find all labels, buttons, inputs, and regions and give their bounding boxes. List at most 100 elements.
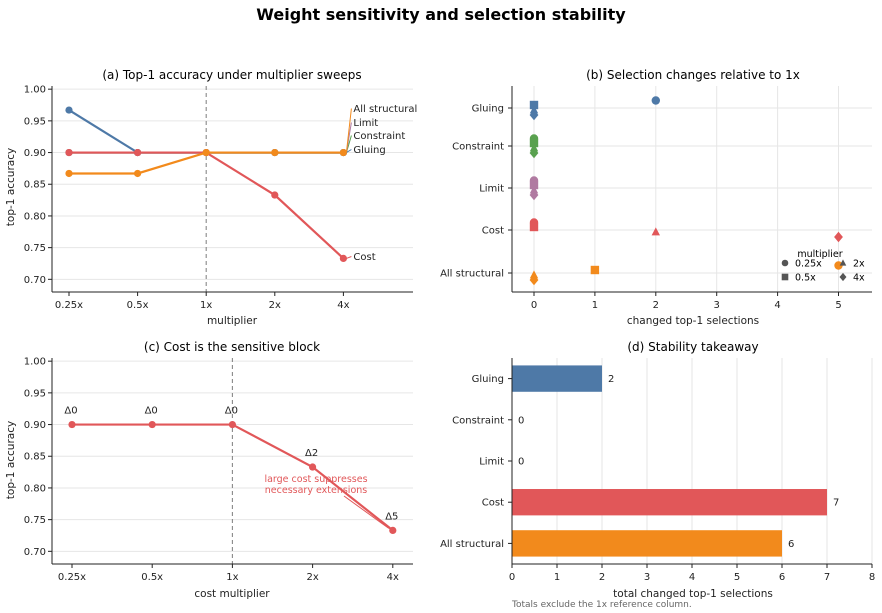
x-tick-label: 2x [269, 300, 281, 311]
legend-marker-4x [839, 272, 847, 282]
point-constraint-2x [529, 143, 539, 152]
point-cost-4x [834, 231, 843, 243]
point-cost-1x [228, 420, 236, 429]
panel-d-xlabel: total changed top-1 selections [613, 588, 773, 600]
panel-b-xlabel: changed top-1 selections [627, 315, 759, 327]
x-tick-label: 0.5x [127, 300, 149, 311]
legend-marker-0-25x [781, 259, 789, 267]
point-gluing-0-25x [65, 106, 73, 114]
panel-b: (b) Selection changes relative to 1x 0 1 2… [440, 68, 872, 327]
point-constraint-4x [529, 147, 539, 159]
x-tick-label: 4x [337, 300, 349, 311]
cost-annotation-line-1: large cost suppresses [264, 474, 367, 485]
series-label-all-structural: All structural [353, 104, 417, 115]
bar-all-structural [512, 530, 782, 557]
point-cost-2x [271, 191, 279, 199]
x-tick-label: 1 [592, 300, 598, 311]
point-all-structural-0-5x [590, 265, 600, 275]
x-tick-label: 5 [734, 572, 740, 583]
panel-b-title: (b) Selection changes relative to 1x [586, 68, 800, 82]
panel-c-xlabel: cost multiplier [194, 588, 270, 600]
point-cost-0-25x [68, 420, 76, 429]
x-tick-label: 4 [774, 300, 780, 311]
point-gluing-0-25x [651, 96, 660, 105]
y-tick-label-gluing: Gluing [472, 374, 504, 385]
x-tick-label: 0 [509, 572, 515, 583]
y-tick-label-cost: Cost [482, 498, 504, 509]
panel-c: (c) Cost is the sensitive block 0.70 0.75… [5, 340, 413, 600]
annotation-arrow [343, 495, 390, 529]
x-tick-label: 5 [835, 300, 841, 311]
y-tick-label: 0.80 [24, 211, 46, 222]
panel-a: (a) Top-1 accuracy under multiplier swee… [5, 68, 417, 327]
legend-title: multiplier [797, 249, 842, 260]
x-tick-label: 1x [200, 300, 212, 311]
bar-value-limit: 0 [518, 457, 524, 468]
point-all-structural-1x [202, 148, 210, 157]
x-tick-label: 2 [599, 572, 605, 583]
y-tick-label: 0.80 [24, 483, 46, 494]
bar-cost [512, 489, 827, 516]
panel-c-ylabel: top-1 accuracy [5, 421, 17, 499]
point-all-structural-0-25x [834, 261, 843, 270]
x-tick-label: 3 [714, 300, 720, 311]
point-gluing-0-5x [529, 100, 539, 110]
legend-label-2x: 2x [853, 259, 865, 270]
point-all-structural-2x [271, 148, 279, 157]
point-cost-0-5x [148, 420, 156, 429]
y-tick-label-all-structural: All structural [440, 269, 504, 280]
point-cost-4x [389, 526, 397, 535]
delta-label-4x: Δ5 [385, 511, 398, 522]
y-tick-label: 0.90 [24, 148, 46, 159]
panel-a-xlabel: multiplier [207, 315, 258, 327]
panel-d: (d) Stability takeaway 2 0 0 7 6 0 1 2 3 4 5 6 7 8 Gl… [440, 340, 875, 610]
y-tick-label: 0.75 [24, 243, 46, 254]
y-tick-label: 0.85 [24, 180, 46, 191]
x-tick-label: 0.25x [55, 300, 83, 311]
x-tick-label: 1x [226, 572, 238, 583]
series-label-constraint: Constraint [353, 131, 405, 142]
point-cost-0-5x [134, 148, 142, 157]
point-cost-2x [651, 227, 660, 236]
point-constraint-0-5x [529, 138, 539, 148]
footnote: Totals exclude the 1x reference column. [511, 600, 692, 610]
point-all-structural-4x [529, 274, 539, 286]
delta-label-0-5x: Δ0 [145, 406, 158, 417]
y-tick-label: 0.70 [24, 275, 46, 286]
series-label-limit: Limit [353, 118, 378, 129]
x-tick-label: 1 [554, 572, 560, 583]
bar-value-gluing: 2 [608, 374, 614, 385]
y-tick-label: 0.70 [24, 547, 46, 558]
legend-marker-0-5x [781, 273, 789, 281]
x-tick-label: 6 [779, 572, 785, 583]
point-all-structural-0-5x [134, 169, 142, 178]
x-tick-label: 3 [644, 572, 650, 583]
y-tick-label: 0.85 [24, 452, 46, 463]
cost-annotation-line-2: necessary extensions [265, 485, 368, 496]
y-tick-label-limit: Limit [479, 184, 504, 195]
point-gluing-4x [529, 109, 539, 121]
y-tick-label-constraint: Constraint [452, 415, 504, 426]
x-tick-label: 0.25x [58, 572, 86, 583]
bar-value-constraint: 0 [518, 415, 524, 426]
y-tick-label: 0.90 [24, 420, 46, 431]
panel-d-title: (d) Stability takeaway [627, 340, 758, 354]
y-tick-label-constraint: Constraint [452, 142, 504, 153]
delta-label-0-25x: Δ0 [64, 406, 77, 417]
bar-gluing [512, 365, 602, 392]
point-limit-2x [529, 185, 539, 194]
point-all-structural-0-25x [65, 169, 73, 178]
x-tick-label: 4x [387, 572, 399, 583]
x-tick-label: 0 [531, 300, 537, 311]
point-cost-0-5x [529, 222, 539, 232]
y-tick-label: 1.00 [24, 85, 46, 96]
panel-b-legend: multiplier 0.25x 0.5x 2x 4x [781, 249, 865, 284]
bar-value-all-structural: 6 [788, 539, 794, 550]
series-label-gluing: Gluing [353, 145, 385, 156]
y-tick-label-gluing: Gluing [472, 104, 504, 115]
legend-label-4x: 4x [853, 273, 865, 284]
point-gluing-2x [529, 105, 539, 114]
point-limit-4x [529, 189, 539, 201]
delta-label-2x: Δ2 [305, 448, 318, 459]
legend-marker-2x [839, 259, 847, 266]
